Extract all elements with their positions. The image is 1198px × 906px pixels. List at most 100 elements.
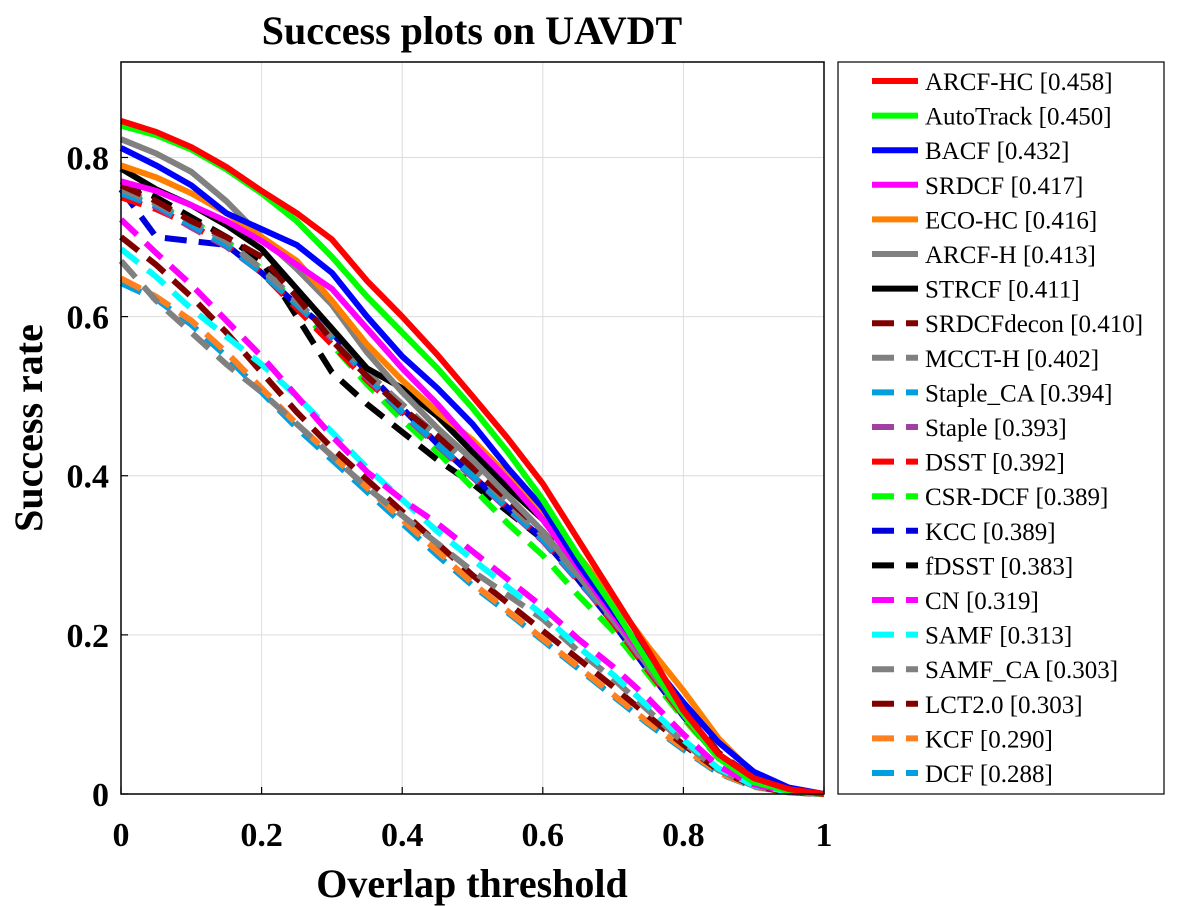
legend-series-name: DCF: [925, 761, 974, 788]
legend-series-score: [0.410]: [1064, 311, 1143, 338]
legend-series-score: [0.383]: [994, 553, 1073, 580]
legend-label: DCF [0.288]: [925, 761, 1053, 788]
plot-area: [118, 61, 825, 797]
legend-item: ARCF-HC [0.458]: [872, 69, 1113, 96]
legend-series-score: [0.458]: [1033, 69, 1112, 96]
legend-series-name: AutoTrack: [925, 104, 1033, 131]
legend-label: MCCT-H [0.402]: [925, 346, 1099, 373]
legend-series-score: [0.411]: [1001, 277, 1079, 304]
x-axis-label: Overlap threshold: [316, 861, 628, 906]
legend-series-score: [0.290]: [974, 726, 1053, 753]
x-tick-label: 0: [113, 817, 130, 854]
legend-series-score: [0.389]: [976, 519, 1055, 546]
series-line-srdcfdecon: [119, 182, 825, 797]
legend-item: DCF [0.288]: [872, 761, 1053, 788]
legend-item: SRDCFdecon [0.410]: [872, 311, 1143, 338]
legend-series-name: KCC: [925, 519, 976, 546]
series-line-cn: [118, 217, 825, 797]
legend-series-name: SRDCF: [925, 173, 1004, 200]
legend-label: STRCF [0.411]: [925, 277, 1080, 304]
legend-item: MCCT-H [0.402]: [872, 346, 1099, 373]
legend-series-name: LCT2.0: [925, 692, 1003, 719]
legend-label: ECO-HC [0.416]: [925, 207, 1097, 234]
legend-item: KCF [0.290]: [872, 726, 1053, 753]
legend-item: SAMF_CA [0.303]: [872, 657, 1118, 684]
series-line-lct2-0: [119, 234, 825, 797]
legend-label: SRDCFdecon [0.410]: [925, 311, 1143, 338]
legend-series-name: DSST: [925, 450, 986, 477]
legend-series-score: [0.394]: [1033, 380, 1112, 407]
legend-series-name: STRCF: [925, 277, 1001, 304]
legend-item: Staple_CA [0.394]: [872, 380, 1113, 407]
legend-series-name: fDSST: [925, 553, 994, 580]
legend-label: AutoTrack [0.450]: [925, 104, 1112, 131]
legend-item: BACF [0.432]: [872, 138, 1069, 165]
legend-series-score: [0.389]: [1029, 484, 1108, 511]
legend-label: BACF [0.432]: [925, 138, 1069, 165]
legend-series-score: [0.416]: [1018, 207, 1097, 234]
legend-item: fDSST [0.383]: [872, 553, 1073, 580]
legend-series-score: [0.303]: [1039, 657, 1118, 684]
legend-series-name: ECO-HC: [925, 207, 1018, 234]
legend-label: LCT2.0 [0.303]: [925, 692, 1083, 719]
legend-label: DSST [0.392]: [925, 450, 1065, 477]
legend-label: SRDCF [0.417]: [925, 173, 1083, 200]
legend-item: Staple [0.393]: [872, 415, 1067, 442]
x-tick-label: 1: [816, 817, 833, 854]
legend-series-name: SAMF_CA: [925, 657, 1040, 684]
y-tick-label: 0: [92, 777, 109, 814]
series-line-samf: [119, 246, 825, 797]
legend-label: KCF [0.290]: [925, 726, 1053, 753]
y-tick-label: 0.6: [67, 300, 110, 337]
legend-label: Staple_CA [0.394]: [925, 380, 1113, 407]
legend-series-name: ARCF-H: [925, 242, 1017, 269]
legend-series-score: [0.303]: [1003, 692, 1082, 719]
legend-label: SAMF [0.313]: [925, 623, 1072, 650]
legend-series-score: [0.402]: [1020, 346, 1099, 373]
x-tick-label: 0.6: [522, 817, 565, 854]
chart-title: Success plots on UAVDT: [262, 8, 683, 53]
legend-item: CN [0.319]: [872, 588, 1039, 615]
legend-series-name: Staple_CA: [925, 380, 1035, 407]
legend-item: LCT2.0 [0.303]: [872, 692, 1083, 719]
y-axis-label: Success rate: [6, 324, 51, 532]
legend-label: ARCF-HC [0.458]: [925, 69, 1113, 96]
y-axis-ticks: 0 0.2 0.4 0.6 0.8: [67, 140, 128, 814]
series-lines: [118, 118, 825, 797]
legend-series-score: [0.288]: [974, 761, 1053, 788]
legend-label: ARCF-H [0.413]: [925, 242, 1096, 269]
y-tick-label: 0.8: [67, 140, 110, 177]
legend-item: KCC [0.389]: [872, 519, 1056, 546]
legend: ARCF-HC [0.458] AutoTrack [0.450] BACF [0.…: [837, 61, 1165, 795]
legend-label: fDSST [0.383]: [925, 553, 1073, 580]
y-tick-label: 0.2: [67, 618, 110, 655]
legend-series-name: CSR-DCF: [925, 484, 1029, 511]
x-tick-label: 0.2: [240, 817, 283, 854]
legend-item: DSST [0.392]: [872, 450, 1065, 477]
legend-item: SRDCF [0.417]: [872, 173, 1083, 200]
legend-series-score: [0.417]: [1004, 173, 1083, 200]
legend-item: AutoTrack [0.450]: [872, 104, 1112, 131]
legend-series-name: MCCT-H: [925, 346, 1020, 373]
series-line-staple-ca: [120, 190, 825, 797]
y-tick-label: 0.4: [67, 459, 110, 496]
series-line-arcf-hc: [120, 118, 825, 797]
legend-series-score: [0.432]: [990, 138, 1069, 165]
legend-series-score: [0.450]: [1032, 104, 1111, 131]
legend-label: KCC [0.389]: [925, 519, 1056, 546]
legend-label: Staple [0.393]: [925, 415, 1067, 442]
legend-item: ECO-HC [0.416]: [872, 207, 1097, 234]
legend-series-name: KCF: [925, 726, 974, 753]
legend-series-name: CN: [925, 588, 960, 615]
legend-series-score: [0.319]: [960, 588, 1039, 615]
legend-label: CN [0.319]: [925, 588, 1039, 615]
grid-lines: [120, 62, 825, 795]
legend-item: STRCF [0.411]: [872, 277, 1080, 304]
x-tick-label: 0.4: [381, 817, 424, 854]
legend-label: CSR-DCF [0.389]: [925, 484, 1108, 511]
legend-series-name: Staple: [925, 415, 988, 442]
legend-item: CSR-DCF [0.389]: [872, 484, 1108, 511]
legend-item: ARCF-H [0.413]: [872, 242, 1096, 269]
plot-frame: [120, 61, 825, 795]
